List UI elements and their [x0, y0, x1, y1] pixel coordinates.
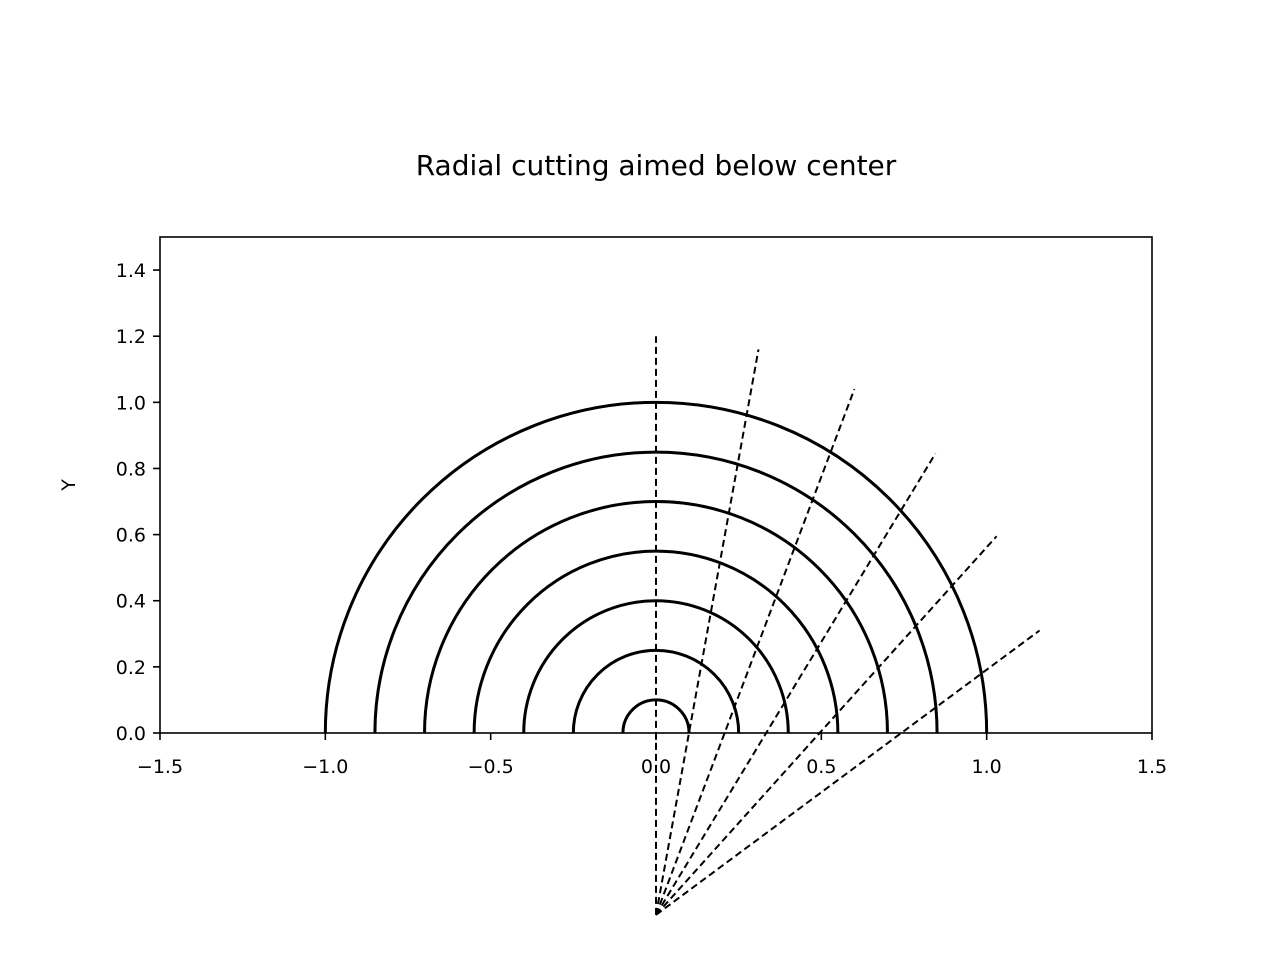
x-axis: −1.5 −1.0 −0.5 0.0 0.5 1.0 1.5: [137, 733, 1167, 778]
x-tick-label: −1.0: [302, 756, 348, 778]
x-tick-label: −1.5: [137, 756, 183, 778]
cut-line-5: [655, 535, 998, 916]
y-axis: 0.0 0.2 0.4 0.6 0.8 1.0 1.2 1.4: [116, 260, 160, 745]
x-tick-label: −0.5: [468, 756, 514, 778]
chart-title: Radial cutting aimed below center: [416, 149, 897, 182]
x-tick-label: 1.0: [972, 756, 1002, 778]
cut-line-3: [655, 388, 856, 916]
plot-area: [159, 236, 1153, 916]
y-tick-label: 1.4: [116, 260, 146, 282]
series-layer: [323, 336, 1041, 916]
y-tick-label: 0.0: [116, 723, 146, 745]
x-tick-label: 0.0: [641, 756, 671, 778]
cut-line-6: [655, 629, 1041, 916]
y-tick-label: 0.6: [116, 525, 146, 547]
y-tick-label: 0.4: [116, 591, 146, 613]
cut-line-4: [655, 453, 937, 916]
y-tick-label: 1.2: [116, 326, 146, 348]
y-axis-label: Y: [58, 479, 80, 492]
y-tick-label: 1.0: [116, 392, 146, 414]
x-tick-label: 1.5: [1137, 756, 1167, 778]
cut-line-2: [655, 349, 760, 916]
y-tick-label: 0.2: [116, 657, 146, 679]
y-tick-label: 0.8: [116, 458, 146, 480]
x-tick-label: 0.5: [806, 756, 836, 778]
